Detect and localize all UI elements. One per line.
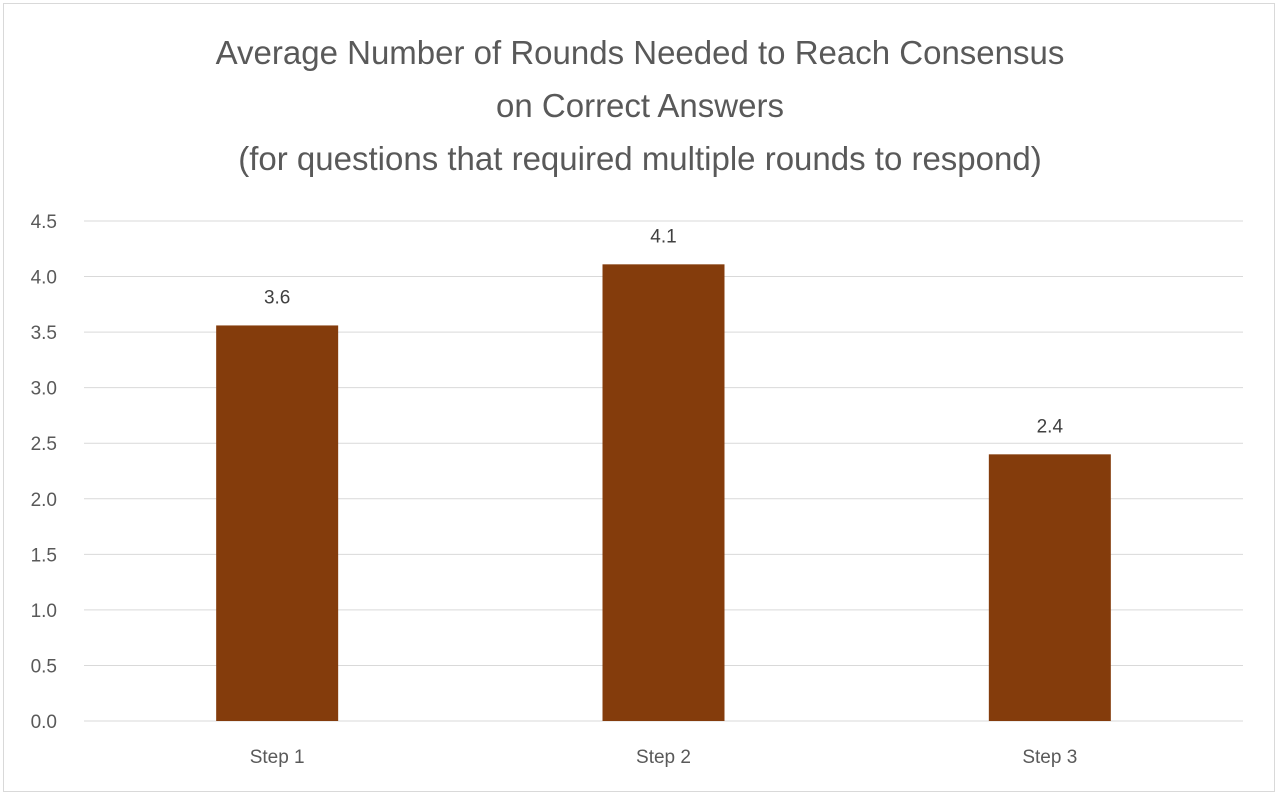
data-labels: 3.6 4.1 2.4 bbox=[264, 226, 1064, 437]
bar-step-2 bbox=[602, 264, 725, 721]
x-category-label: Step 2 bbox=[636, 747, 691, 768]
bar-step-1 bbox=[216, 325, 339, 721]
y-tick-label: 2.0 bbox=[31, 490, 57, 511]
y-tick-label: 2.5 bbox=[31, 434, 57, 455]
y-tick-label: 4.5 bbox=[31, 212, 57, 233]
y-tick-label: 4.0 bbox=[31, 268, 57, 289]
chart-title: Average Number of Rounds Needed to Reach… bbox=[0, 26, 1280, 185]
y-tick-label: 3.0 bbox=[31, 379, 57, 400]
y-tick-label: 0.5 bbox=[31, 656, 57, 677]
y-tick-label: 1.5 bbox=[31, 545, 57, 566]
data-label: 2.4 bbox=[1037, 416, 1064, 437]
data-label: 4.1 bbox=[650, 226, 676, 247]
y-tick-label: 1.0 bbox=[31, 601, 57, 622]
x-category-label: Step 3 bbox=[1022, 747, 1077, 768]
bar-step-3 bbox=[988, 454, 1111, 721]
data-label: 3.6 bbox=[264, 287, 290, 308]
x-category-label: Step 1 bbox=[250, 747, 305, 768]
y-tick-label: 3.5 bbox=[31, 323, 57, 344]
chart-title-line-3: (for questions that required multiple ro… bbox=[238, 140, 1042, 177]
chart-title-line-2: on Correct Answers bbox=[496, 87, 784, 124]
y-axis-tick-labels: 0.0 0.5 1.0 1.5 2.0 2.5 3.0 3.5 4.0 4.5 bbox=[31, 212, 57, 733]
chart-title-line-1: Average Number of Rounds Needed to Reach… bbox=[215, 34, 1065, 71]
bars bbox=[216, 264, 1111, 721]
x-axis-category-labels: Step 1 Step 2 Step 3 bbox=[250, 747, 1078, 768]
y-tick-label: 0.0 bbox=[31, 712, 57, 733]
